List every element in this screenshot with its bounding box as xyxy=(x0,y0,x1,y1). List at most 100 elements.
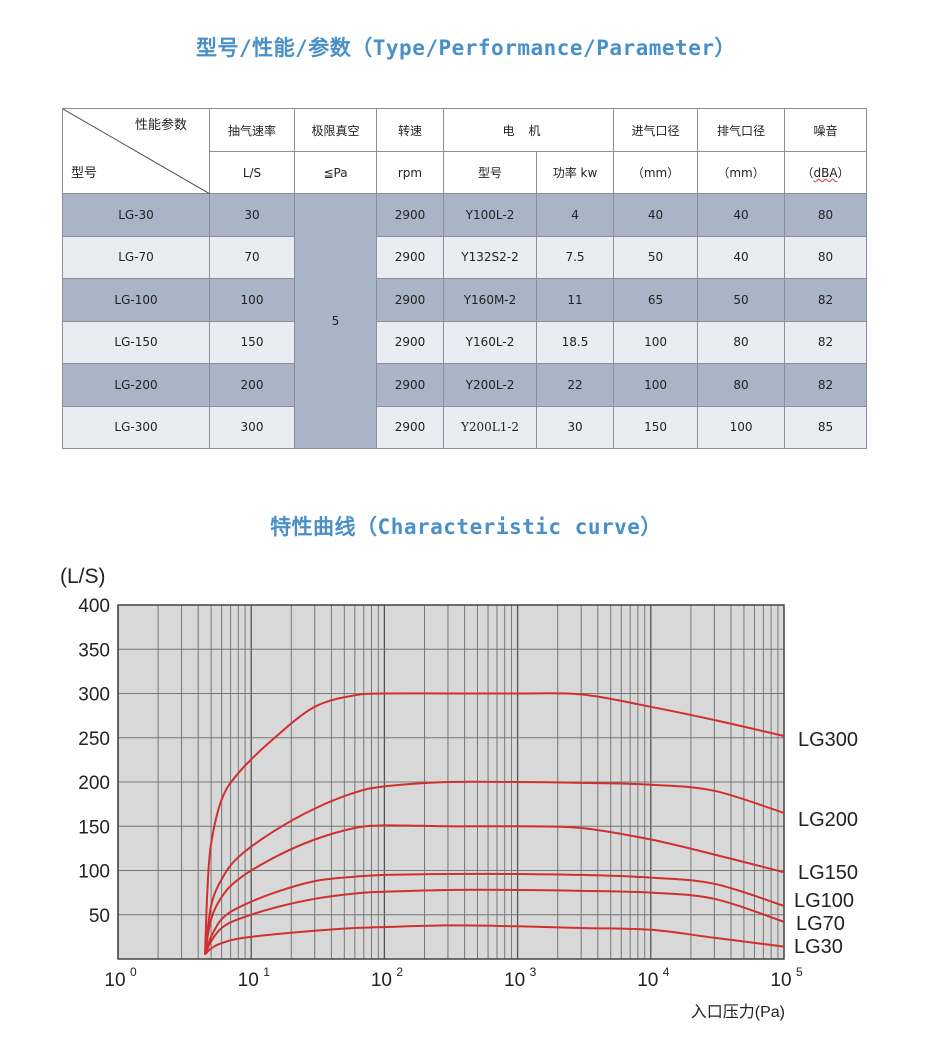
header-inlet-unit: （mm） xyxy=(613,151,699,194)
cell-power: 11 xyxy=(535,278,615,322)
header-speed-unit: L/S xyxy=(209,151,295,194)
cell-motor: Y100L-2 xyxy=(443,193,537,237)
cell-speed: 200 xyxy=(209,363,295,407)
header-motor-power: 功率 kw xyxy=(535,151,615,194)
cell-vacuum: 5 xyxy=(294,193,377,449)
table-row: LG-300 300 2900 Y200L1-2 30 150 100 85 xyxy=(62,405,868,449)
cell-power: 30 xyxy=(535,405,615,449)
chart-grid xyxy=(117,604,784,959)
table-row: LG-200 200 2900 Y200L-2 22 100 80 82 xyxy=(62,363,868,407)
y-axis-label: (L/S) xyxy=(60,565,106,588)
cell-rpm: 2900 xyxy=(376,235,444,279)
header-outlet-unit: （mm） xyxy=(697,151,786,194)
header-row-1: 性能参数 型号 抽气速率 极限真空 转速 电机 进气口径 排气口径 噪音 xyxy=(62,108,868,194)
cell-speed: 300 xyxy=(209,405,295,449)
header-rpm: 转速 xyxy=(376,108,444,152)
cell-rpm: 2900 xyxy=(376,320,444,364)
corner-bottom-label: 型号 xyxy=(71,166,98,181)
cell-rpm: 2900 xyxy=(376,363,444,407)
cell-inlet: 150 xyxy=(613,405,699,449)
y-tick-label: 100 xyxy=(78,862,110,883)
cell-noise: 80 xyxy=(784,235,868,279)
corner-top-label: 性能参数 xyxy=(134,118,187,133)
cell-motor: Y160L-2 xyxy=(443,320,537,364)
curve-label-lg200: LG200 xyxy=(798,809,858,831)
cell-inlet: 100 xyxy=(613,320,699,364)
cell-rpm: 2900 xyxy=(376,193,444,237)
cell-speed: 100 xyxy=(209,278,295,322)
x-tick-label: 10 xyxy=(504,970,525,991)
y-tick-label: 350 xyxy=(78,640,110,661)
table-row: LG-100 100 2900 Y160M-2 11 65 50 82 xyxy=(62,278,868,322)
table-row: LG-30 30 5 2900 Y100L-2 4 40 40 80 xyxy=(62,193,868,449)
cell-motor: Y160M-2 xyxy=(443,278,537,322)
x-tick-label: 10 xyxy=(238,970,259,991)
cell-inlet: 100 xyxy=(613,363,699,407)
cell-noise: 80 xyxy=(784,193,868,237)
cell-speed: 150 xyxy=(209,320,295,364)
series-line-lg300 xyxy=(204,692,785,955)
cell-outlet: 40 xyxy=(697,235,786,279)
header-speed: 抽气速率 xyxy=(209,108,295,152)
header-outlet: 排气口径 xyxy=(697,108,786,152)
x-tick-label: 10 xyxy=(371,970,392,991)
x-tick-exponent: 5 xyxy=(796,965,803,979)
cell-motor: Y200L1-2 xyxy=(443,405,537,449)
series-line-lg200 xyxy=(204,780,785,955)
cell-model: LG-150 xyxy=(62,320,210,364)
y-tick-label: 150 xyxy=(78,817,110,838)
header-row-2: L/S ≦Pa rpm 型号 功率 kw （mm） （mm） （dBA） xyxy=(63,151,868,194)
x-tick-label: 10 xyxy=(637,970,658,991)
cell-rpm: 2900 xyxy=(376,405,444,449)
cell-motor: Y132S2-2 xyxy=(443,235,537,279)
header-inlet: 进气口径 xyxy=(613,108,699,152)
chart-title: 特性曲线（Characteristic curve） xyxy=(270,515,662,539)
header-noise-unit: （dBA） xyxy=(784,151,868,194)
cell-noise: 82 xyxy=(784,363,868,407)
x-axis-label: 入口压力(Pa) xyxy=(691,1003,785,1021)
table-row: LG-70 70 2900 Y132S2-2 7.5 50 40 80 xyxy=(62,235,868,279)
header-motor-model: 型号 xyxy=(443,151,537,194)
noise-unit-close: ） xyxy=(837,166,850,180)
cell-outlet: 80 xyxy=(697,363,786,407)
cell-outlet: 40 xyxy=(697,193,786,237)
table-row: LG-150 150 2900 Y160L-2 18.5 100 80 82 xyxy=(62,320,868,364)
spec-table: 性能参数 型号 抽气速率 极限真空 转速 电机 进气口径 排气口径 噪音 L/S… xyxy=(62,108,868,449)
curve-label-lg70: LG70 xyxy=(796,913,845,935)
x-tick-label: 10 xyxy=(104,970,125,991)
cell-motor: Y200L-2 xyxy=(443,363,537,407)
x-tick-exponent: 2 xyxy=(396,965,403,979)
cell-rpm: 2900 xyxy=(376,278,444,322)
cell-inlet: 40 xyxy=(613,193,699,237)
corner-header: 性能参数 型号 xyxy=(62,108,210,194)
header-noise: 噪音 xyxy=(784,108,868,152)
series-line-lg150 xyxy=(204,824,785,955)
x-tick-exponent: 3 xyxy=(530,965,537,979)
plot-frame xyxy=(117,604,785,960)
cell-outlet: 100 xyxy=(697,405,786,449)
curve-label-lg150: LG150 xyxy=(798,862,858,884)
chart-curves xyxy=(204,692,785,956)
cell-noise: 85 xyxy=(784,405,868,449)
series-line-lg30 xyxy=(204,924,785,956)
cell-model: LG-70 xyxy=(62,235,210,279)
cell-outlet: 50 xyxy=(697,278,786,322)
x-tick-label: 10 xyxy=(770,970,791,991)
header-vacuum: 极限真空 xyxy=(294,108,377,152)
y-tick-label: 300 xyxy=(78,685,110,706)
cell-speed: 30 xyxy=(209,193,295,237)
curve-label-lg100: LG100 xyxy=(794,890,854,912)
cell-model: LG-100 xyxy=(62,278,210,322)
noise-unit-open: （ xyxy=(801,166,814,180)
noise-unit-text: dBA xyxy=(813,166,838,180)
y-tick-label: 400 xyxy=(78,596,110,617)
corner-diagonal xyxy=(63,109,210,194)
cell-model: LG-300 xyxy=(62,405,210,449)
cell-inlet: 50 xyxy=(613,235,699,279)
cell-power: 4 xyxy=(535,193,615,237)
y-tick-labels: 50 100 150 200 250 300 350 400 xyxy=(78,596,110,927)
cell-outlet: 80 xyxy=(697,320,786,364)
cell-inlet: 65 xyxy=(613,278,699,322)
